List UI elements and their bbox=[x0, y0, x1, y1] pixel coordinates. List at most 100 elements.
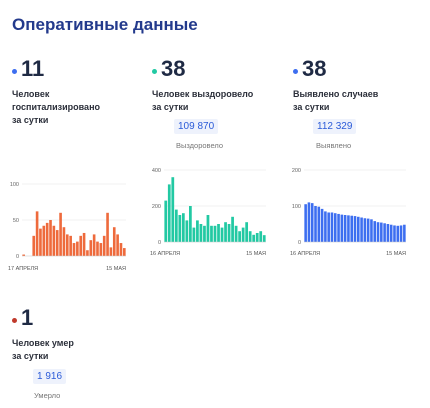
bar bbox=[99, 243, 103, 256]
stat-label: Человек госпитализировано за сутки bbox=[12, 89, 101, 125]
bar bbox=[109, 247, 113, 256]
x-start-label: 16 АПРЕЛЯ bbox=[150, 251, 180, 257]
bar bbox=[55, 230, 59, 256]
bar bbox=[307, 202, 311, 242]
bar bbox=[403, 224, 406, 242]
bar bbox=[35, 211, 39, 256]
bar bbox=[245, 222, 249, 242]
bar bbox=[389, 224, 393, 242]
bar bbox=[206, 215, 210, 242]
bar bbox=[106, 212, 109, 256]
bar bbox=[363, 218, 367, 242]
recovered-dot-icon bbox=[152, 68, 157, 74]
bar bbox=[181, 213, 185, 242]
recovered-total-label: Выздоровело bbox=[176, 141, 224, 150]
deaths-total-label: Умерло bbox=[34, 391, 61, 400]
cases-total-label: Выявлено bbox=[316, 141, 352, 150]
bar bbox=[171, 177, 175, 242]
bar bbox=[259, 231, 263, 242]
bar bbox=[255, 233, 259, 242]
stat-value: 1 bbox=[21, 305, 34, 330]
bar bbox=[333, 213, 337, 242]
stat-deaths: 1 Человек умер за сутки bbox=[12, 307, 74, 363]
bar bbox=[167, 184, 171, 242]
bar bbox=[343, 215, 347, 242]
x-end-label: 15 МАЯ bbox=[106, 266, 126, 272]
bar bbox=[199, 224, 203, 242]
bar bbox=[196, 220, 199, 242]
bar bbox=[393, 225, 396, 242]
cases-chart: 0 100 200 16 АПРЕЛЯ 15 МАЯ bbox=[290, 168, 406, 257]
stat-hospitalized: 11 Человек госпитализировано за сутки bbox=[12, 58, 100, 127]
bar bbox=[350, 215, 353, 242]
bar bbox=[96, 241, 99, 256]
bar bbox=[337, 213, 340, 242]
y-tick-label: 400 bbox=[152, 168, 161, 174]
bar bbox=[39, 228, 42, 256]
bar bbox=[380, 222, 383, 242]
y-tick-label: 100 bbox=[10, 182, 19, 188]
bar bbox=[42, 225, 46, 256]
bar bbox=[360, 217, 363, 242]
y-tick-label: 0 bbox=[16, 254, 19, 260]
bar bbox=[22, 254, 25, 256]
bar bbox=[320, 208, 324, 242]
bar bbox=[79, 235, 83, 256]
bar bbox=[317, 206, 321, 242]
bar bbox=[178, 215, 182, 242]
bar bbox=[330, 212, 334, 242]
y-tick-label: 100 bbox=[292, 204, 301, 210]
hosp-dot-icon bbox=[12, 68, 17, 74]
recovered-total: 109 870 bbox=[174, 119, 219, 134]
hospitalized-chart: 0 50 100 17 АПРЕЛЯ 15 МАЯ bbox=[8, 182, 126, 272]
x-end-label: 15 МАЯ bbox=[246, 251, 266, 257]
bar bbox=[310, 203, 314, 242]
bar bbox=[210, 225, 213, 242]
bar bbox=[32, 235, 36, 256]
bar bbox=[304, 204, 307, 242]
bar bbox=[119, 243, 123, 256]
deaths-total: 1 916 bbox=[33, 369, 67, 384]
bar bbox=[203, 225, 206, 242]
stat-label: Выявлено случаев за сутки bbox=[293, 89, 379, 112]
stat-label: Человек умер за сутки bbox=[12, 338, 74, 361]
bar bbox=[252, 234, 256, 242]
bar bbox=[347, 215, 350, 242]
stat-label: Человек выздоровело за сутки bbox=[152, 89, 254, 112]
bar bbox=[357, 216, 360, 242]
bar bbox=[238, 231, 241, 242]
bar bbox=[324, 211, 327, 242]
page-title: Оперативные данные bbox=[12, 15, 198, 34]
y-tick-label: 0 bbox=[298, 240, 301, 246]
bar bbox=[314, 206, 317, 242]
bar bbox=[262, 235, 266, 242]
bar bbox=[248, 231, 252, 242]
bar bbox=[112, 227, 116, 256]
bar bbox=[231, 216, 234, 242]
bar bbox=[227, 224, 231, 242]
y-tick-label: 200 bbox=[292, 168, 301, 174]
bar bbox=[49, 220, 52, 256]
bar bbox=[376, 222, 380, 242]
bar bbox=[45, 222, 49, 256]
cases-total: 112 329 bbox=[313, 119, 357, 134]
deaths-dot-icon bbox=[12, 317, 17, 323]
bar bbox=[353, 216, 357, 242]
bar bbox=[370, 219, 373, 242]
bar bbox=[185, 220, 189, 242]
bar bbox=[396, 225, 400, 242]
bar bbox=[327, 212, 330, 242]
bar bbox=[89, 240, 93, 256]
bar bbox=[386, 224, 390, 242]
bar bbox=[116, 234, 119, 256]
bar bbox=[76, 241, 79, 256]
y-tick-label: 0 bbox=[158, 240, 161, 246]
stat-value: 38 bbox=[161, 56, 186, 81]
bar bbox=[123, 248, 126, 256]
bar bbox=[174, 209, 178, 242]
bar bbox=[65, 234, 69, 256]
bar bbox=[366, 218, 370, 242]
x-end-label: 15 МАЯ bbox=[386, 251, 406, 257]
y-tick-label: 50 bbox=[13, 218, 19, 224]
bar bbox=[82, 232, 86, 256]
